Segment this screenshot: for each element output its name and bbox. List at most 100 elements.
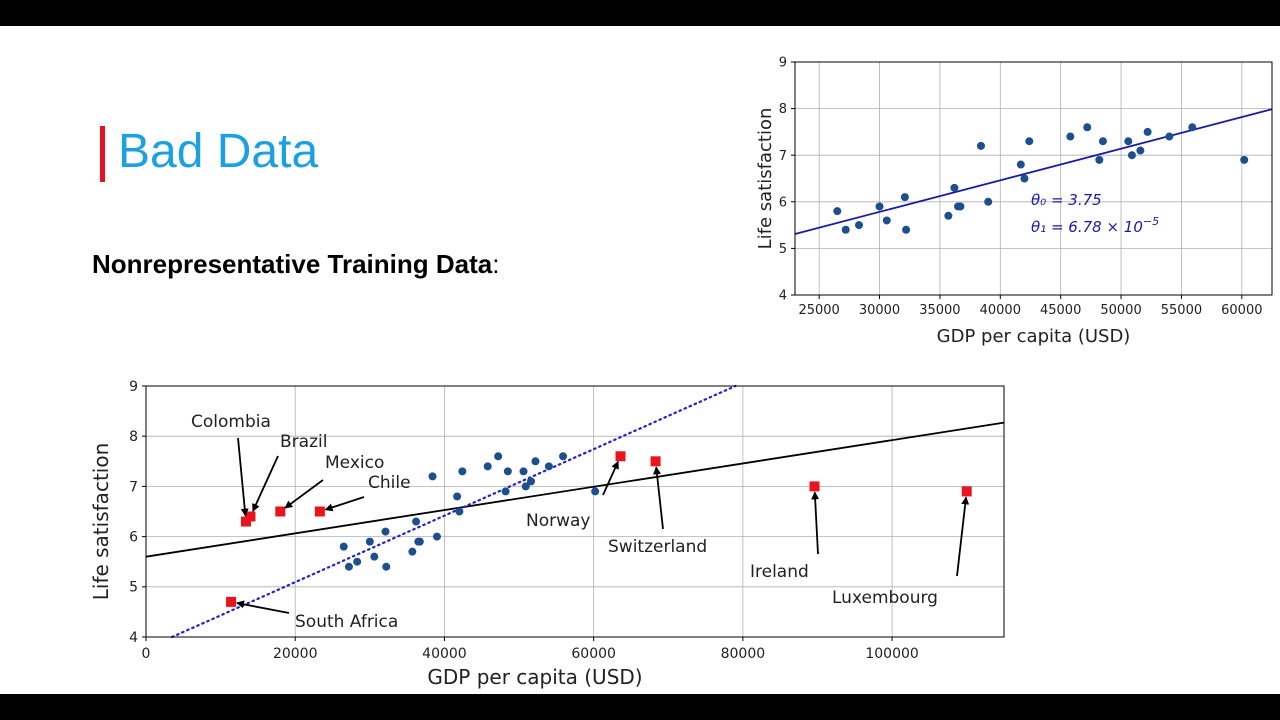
data-point xyxy=(1240,155,1249,164)
x-tick-label: 60000 xyxy=(571,646,616,662)
data-point xyxy=(1136,146,1145,155)
data-point xyxy=(833,207,842,216)
fit-chart-xlabel: GDP per capita (USD) xyxy=(937,326,1131,347)
data-point xyxy=(415,537,424,546)
data-point xyxy=(494,452,503,461)
data-point xyxy=(382,562,391,571)
data-point xyxy=(408,547,417,556)
country-arrow xyxy=(653,466,664,530)
data-point xyxy=(1143,127,1152,136)
data-point xyxy=(381,527,390,536)
missing-country-point xyxy=(226,596,237,607)
country-label: South Africa xyxy=(295,612,398,632)
data-point xyxy=(956,202,965,211)
data-point xyxy=(1095,155,1104,164)
country-arrow xyxy=(252,455,279,512)
y-tick-label: 4 xyxy=(129,630,138,646)
x-tick-label: 45000 xyxy=(1040,303,1081,318)
missing-country-point xyxy=(809,481,820,492)
country-label: Norway xyxy=(526,511,591,531)
data-point xyxy=(1124,137,1133,146)
bad-data-chart-ylabel: Life satisfaction xyxy=(92,443,113,601)
missing-country-point xyxy=(240,516,251,527)
y-tick-label: 7 xyxy=(779,149,787,164)
bad-data-chart-lines xyxy=(145,384,1005,639)
data-point xyxy=(428,472,437,481)
y-tick-label: 5 xyxy=(129,580,138,596)
data-point xyxy=(432,532,441,541)
slide-subtitle: Nonrepresentative Training Data: xyxy=(92,244,499,284)
data-point xyxy=(950,183,959,192)
subtitle-suffix: : xyxy=(492,249,500,279)
country-label: Ireland xyxy=(750,562,809,582)
country-arrow xyxy=(235,600,290,614)
full-data-fit-line xyxy=(171,384,737,639)
country-arrow xyxy=(284,479,324,509)
fit-chart: 25000 30000 35000 40000 45000 50000 55000 60000… xyxy=(755,56,1273,347)
partial-data-fit-line xyxy=(145,421,1005,558)
y-tick-label: 8 xyxy=(129,429,138,445)
theta1-main: θ₁ = 6.78 × 10 xyxy=(1031,218,1143,236)
missing-country-point xyxy=(275,506,286,517)
x-tick-label: 80000 xyxy=(721,646,766,662)
data-point xyxy=(976,141,985,150)
bad-data-chart-frame xyxy=(145,385,1005,638)
slide-title: Bad Data xyxy=(118,125,319,178)
data-point xyxy=(1020,174,1029,183)
country-arrow xyxy=(237,437,249,517)
y-tick-label: 7 xyxy=(129,479,138,495)
bad-data-chart-background xyxy=(92,376,1012,694)
fit-chart-points xyxy=(833,123,1249,234)
y-tick-label: 9 xyxy=(779,56,787,71)
x-tick-label: 50000 xyxy=(1100,303,1141,318)
country-arrow xyxy=(956,496,970,577)
country-label: Switzerland xyxy=(608,537,707,557)
bad-data-chart-missing xyxy=(226,451,972,607)
y-tick-label: 8 xyxy=(779,102,787,117)
data-point xyxy=(370,552,379,561)
data-point xyxy=(531,457,540,466)
x-tick-label: 35000 xyxy=(919,303,960,318)
data-point xyxy=(526,477,535,486)
data-point xyxy=(559,452,568,461)
subtitle-bold: Nonrepresentative Training Data xyxy=(92,249,493,279)
fit-line xyxy=(794,108,1273,235)
data-point xyxy=(1188,123,1197,132)
data-point xyxy=(483,462,492,471)
data-point xyxy=(841,225,850,234)
fit-chart-ylabel: Life satisfaction xyxy=(755,108,776,250)
bad-data-chart-points xyxy=(339,452,600,571)
country-label: Luxembourg xyxy=(832,588,938,608)
x-tick-label: 25000 xyxy=(798,303,839,318)
data-point xyxy=(902,225,911,234)
country-label: Brazil xyxy=(280,432,327,452)
data-point xyxy=(501,487,510,496)
data-point xyxy=(1016,160,1025,169)
data-point xyxy=(458,467,467,476)
country-arrow xyxy=(811,491,820,555)
data-point xyxy=(353,557,362,566)
x-tick-label: 40000 xyxy=(422,646,467,662)
data-point xyxy=(1127,151,1136,160)
fit-chart-grid xyxy=(795,61,1272,296)
theta1-exponent: −5 xyxy=(1143,215,1159,228)
data-point xyxy=(875,202,884,211)
missing-country-point xyxy=(615,451,626,462)
data-point xyxy=(882,216,891,225)
bad-data-chart: 0 20000 40000 60000 80000 100000 4 5 6 7 8 9 Colomb… xyxy=(92,376,1012,694)
title-accent-bar xyxy=(100,126,105,182)
data-point xyxy=(344,562,353,571)
data-point xyxy=(1066,132,1075,141)
data-point xyxy=(503,467,512,476)
country-arrow xyxy=(602,460,619,496)
data-point xyxy=(591,487,600,496)
country-label: Chile xyxy=(368,473,411,493)
data-point xyxy=(521,482,530,491)
fit-chart-line xyxy=(794,108,1273,235)
x-tick-label: 55000 xyxy=(1161,303,1202,318)
country-arrow xyxy=(324,496,365,512)
missing-country-point xyxy=(650,456,661,467)
x-tick-label: 0 xyxy=(142,646,151,662)
bad-data-chart-ticks: 0 20000 40000 60000 80000 100000 4 5 6 7 8 9 xyxy=(129,379,919,662)
